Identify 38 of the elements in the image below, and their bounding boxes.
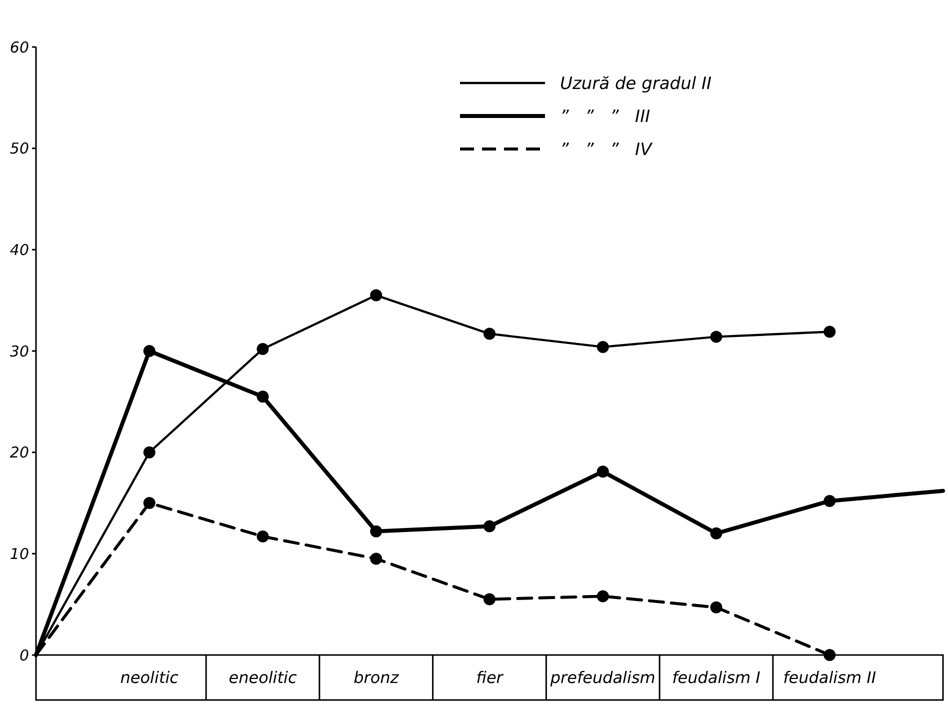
x-tick-label: bronz xyxy=(354,668,400,688)
legend-label: Uzură de gradul II xyxy=(560,74,712,94)
point xyxy=(370,552,382,565)
y-tick-label: 0 xyxy=(19,646,29,664)
x-tick-label: prefeudalism xyxy=(549,668,656,688)
y-tick-label: 30 xyxy=(10,342,29,360)
point xyxy=(596,340,609,353)
point xyxy=(596,590,609,602)
point xyxy=(824,326,836,338)
x-tick-label: feudalism I xyxy=(672,668,761,688)
y-tick-label: 40 xyxy=(10,240,29,259)
point xyxy=(143,345,156,357)
x-tick-label: feudalism II xyxy=(783,668,876,688)
point xyxy=(484,593,496,606)
y-tick-label: 60 xyxy=(10,38,29,56)
point xyxy=(710,330,722,343)
point xyxy=(484,328,496,340)
y-tick-label: 50 xyxy=(10,140,29,158)
point xyxy=(824,649,836,661)
y-tick-label: 20 xyxy=(10,444,29,462)
point xyxy=(256,390,269,403)
point xyxy=(370,289,382,302)
x-tick-label: neolitic xyxy=(120,668,179,688)
point xyxy=(710,527,722,540)
point xyxy=(824,494,836,507)
point xyxy=(710,601,722,614)
x-tick-label: fier xyxy=(476,668,504,688)
point xyxy=(484,520,496,532)
point xyxy=(256,342,269,355)
point xyxy=(370,525,382,538)
x-tick-label: eneolitic xyxy=(228,668,297,688)
y-tick-label: 10 xyxy=(10,544,29,563)
legend-label: ” ” ” IV xyxy=(560,140,654,160)
point xyxy=(143,446,156,458)
point xyxy=(143,497,156,509)
legend-label: ” ” ” III xyxy=(560,106,650,127)
point xyxy=(256,530,269,542)
point xyxy=(596,466,609,478)
